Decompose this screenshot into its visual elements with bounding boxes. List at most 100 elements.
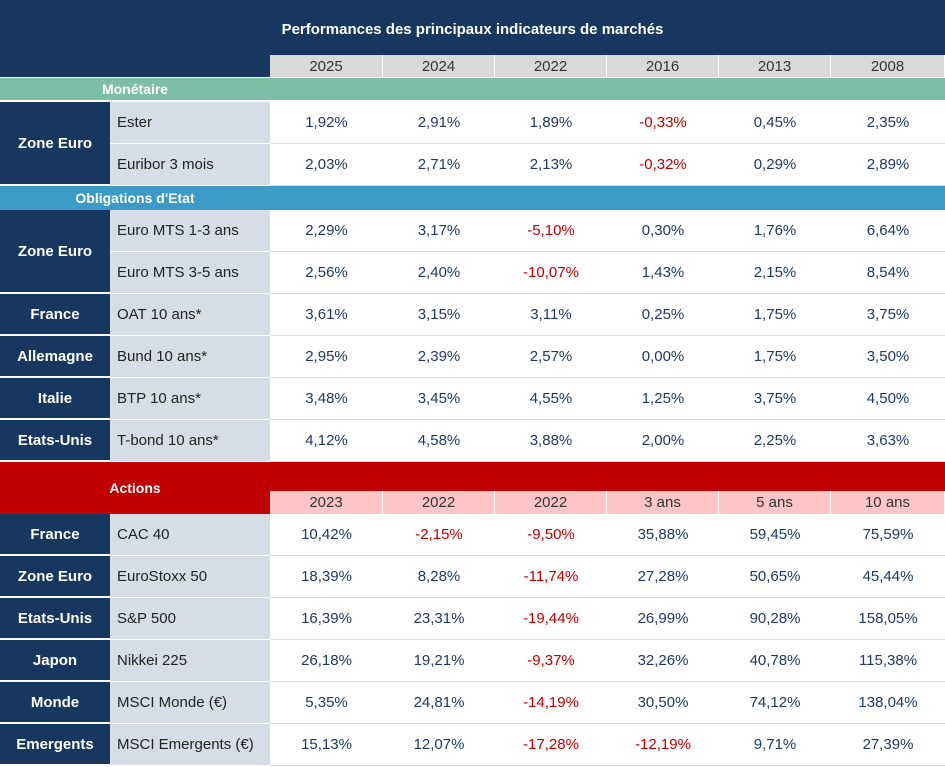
actions-value-cell: 50,65% xyxy=(719,556,831,598)
monetaire-row-label: Euribor 3 mois xyxy=(110,144,270,186)
actions-value-cell: 30,50% xyxy=(607,682,719,724)
obligations-value-cell: 8,54% xyxy=(831,252,945,294)
year-header-4: 2013 xyxy=(719,55,831,77)
obligations-country-0: Zone Euro xyxy=(0,210,110,294)
actions-value-cell: 5,35% xyxy=(270,682,383,724)
monetaire-value-cell: 2,71% xyxy=(383,144,495,186)
actions-country-4: Monde xyxy=(0,682,110,724)
obligations-value-cell: 1,75% xyxy=(719,294,831,336)
monetaire-row-label: Ester xyxy=(110,102,270,144)
obligations-value-cell: 1,75% xyxy=(719,336,831,378)
actions-row-label: MSCI Emergents (€) xyxy=(110,724,270,766)
obligations-value-cell: 3,50% xyxy=(831,336,945,378)
actions-value-cell: -9,50% xyxy=(495,514,607,556)
obligations-value-cell: 4,58% xyxy=(383,420,495,462)
obligations-value-cell: -5,10% xyxy=(495,210,607,252)
actions-row-label: EuroStoxx 50 xyxy=(110,556,270,598)
actions-value-cell: -11,74% xyxy=(495,556,607,598)
actions-value-cell: 40,78% xyxy=(719,640,831,682)
actions-value-cell: 59,45% xyxy=(719,514,831,556)
year-header-5: 2008 xyxy=(831,55,945,77)
obligations-value-cell: 2,00% xyxy=(607,420,719,462)
page-title: Performances des principaux indicateurs … xyxy=(281,20,664,38)
actions-value-cell: 74,12% xyxy=(719,682,831,724)
obligations-row-label: Bund 10 ans* xyxy=(110,336,270,378)
obligations-value-cell: 1,76% xyxy=(719,210,831,252)
actions-row-label: CAC 40 xyxy=(110,514,270,556)
actions-row-label: Nikkei 225 xyxy=(110,640,270,682)
actions-value-cell: 35,88% xyxy=(607,514,719,556)
actions-header-5: 10 ans xyxy=(831,491,945,514)
actions-value-cell: -14,19% xyxy=(495,682,607,724)
obligations-value-cell: 2,29% xyxy=(270,210,383,252)
obligations-row-label: OAT 10 ans* xyxy=(110,294,270,336)
monetaire-value-cell: -0,32% xyxy=(607,144,719,186)
obligations-country-4: Etats-Unis xyxy=(0,420,110,462)
obligations-value-cell: 3,61% xyxy=(270,294,383,336)
actions-country-1: Zone Euro xyxy=(0,556,110,598)
actions-value-cell: 23,31% xyxy=(383,598,495,640)
obligations-value-cell: 1,25% xyxy=(607,378,719,420)
actions-value-cell: 27,28% xyxy=(607,556,719,598)
obligations-value-cell: 2,56% xyxy=(270,252,383,294)
obligations-value-cell: 4,12% xyxy=(270,420,383,462)
actions-value-cell: 27,39% xyxy=(831,724,945,766)
actions-value-cell: 18,39% xyxy=(270,556,383,598)
obligations-value-cell: -10,07% xyxy=(495,252,607,294)
obligations-country-3: Italie xyxy=(0,378,110,420)
monetaire-value-cell: -0,33% xyxy=(607,102,719,144)
actions-value-cell: 26,18% xyxy=(270,640,383,682)
obligations-value-cell: 1,43% xyxy=(607,252,719,294)
actions-value-cell: 138,04% xyxy=(831,682,945,724)
obligations-country-1: France xyxy=(0,294,110,336)
actions-value-cell: 9,71% xyxy=(719,724,831,766)
obligations-value-cell: 3,63% xyxy=(831,420,945,462)
obligations-value-cell: 2,15% xyxy=(719,252,831,294)
actions-value-cell: 115,38% xyxy=(831,640,945,682)
actions-country-2: Etats-Unis xyxy=(0,598,110,640)
obligations-value-cell: 0,00% xyxy=(607,336,719,378)
obligations-value-cell: 6,64% xyxy=(831,210,945,252)
obligations-band xyxy=(0,186,945,210)
actions-value-cell: 158,05% xyxy=(831,598,945,640)
actions-value-cell: 16,39% xyxy=(270,598,383,640)
obligations-value-cell: 3,11% xyxy=(495,294,607,336)
obligations-value-cell: 3,75% xyxy=(831,294,945,336)
actions-country-5: Emergents xyxy=(0,724,110,766)
obligations-country-2: Allemagne xyxy=(0,336,110,378)
obligations-value-cell: 3,45% xyxy=(383,378,495,420)
obligations-value-cell: 0,25% xyxy=(607,294,719,336)
monetaire-value-cell: 2,03% xyxy=(270,144,383,186)
monetaire-value-cell: 2,13% xyxy=(495,144,607,186)
monetaire-value-cell: 2,91% xyxy=(383,102,495,144)
actions-value-cell: -12,19% xyxy=(607,724,719,766)
actions-header-0: 2023 xyxy=(270,491,383,514)
year-header-3: 2016 xyxy=(607,55,719,77)
actions-value-cell: 75,59% xyxy=(831,514,945,556)
obligations-row-label: T-bond 10 ans* xyxy=(110,420,270,462)
actions-row-label: S&P 500 xyxy=(110,598,270,640)
obligations-title: Obligations d'Etat xyxy=(75,190,195,206)
obligations-value-cell: 4,55% xyxy=(495,378,607,420)
year-header-0: 2025 xyxy=(270,55,383,77)
actions-header-1: 2022 xyxy=(383,491,495,514)
actions-value-cell: -17,28% xyxy=(495,724,607,766)
actions-value-cell: 26,99% xyxy=(607,598,719,640)
actions-country-0: France xyxy=(0,514,110,556)
monetaire-value-cell: 0,29% xyxy=(719,144,831,186)
obligations-value-cell: 3,88% xyxy=(495,420,607,462)
obligations-value-cell: 2,57% xyxy=(495,336,607,378)
obligations-value-cell: 0,30% xyxy=(607,210,719,252)
actions-value-cell: 8,28% xyxy=(383,556,495,598)
actions-value-cell: 32,26% xyxy=(607,640,719,682)
obligations-value-cell: 3,48% xyxy=(270,378,383,420)
obligations-row-label: Euro MTS 1-3 ans xyxy=(110,210,270,252)
monetaire-band xyxy=(0,78,945,100)
actions-value-cell: 12,07% xyxy=(383,724,495,766)
year-header-2: 2022 xyxy=(495,55,607,77)
actions-country-3: Japon xyxy=(0,640,110,682)
year-header-1: 2024 xyxy=(383,55,495,77)
actions-header-2: 2022 xyxy=(495,491,607,514)
obligations-value-cell: 3,75% xyxy=(719,378,831,420)
obligations-value-cell: 4,50% xyxy=(831,378,945,420)
